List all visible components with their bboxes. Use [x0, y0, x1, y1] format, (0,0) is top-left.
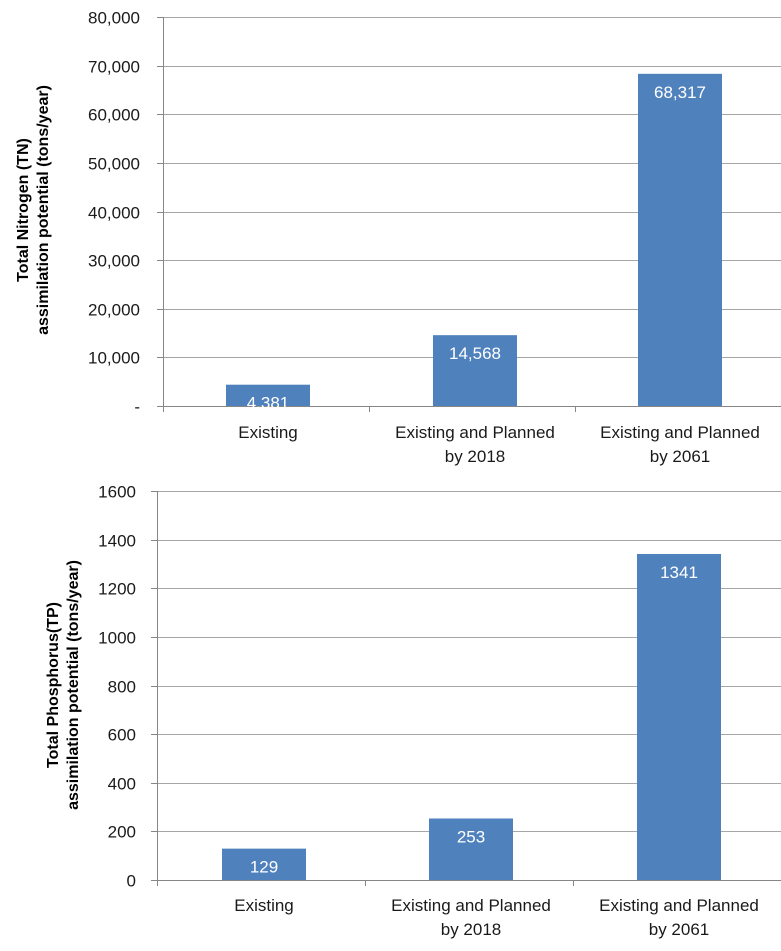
tp-y-tick-label: 1600 — [98, 483, 136, 502]
tp-y-tick-label: 200 — [108, 823, 136, 842]
tp-category-label: Existing and Planned by 2061 — [599, 896, 759, 939]
tp-chart-svg: 0 200 400 600 800 1000 1200 1400 1600 129 253 1341 E… — [45, 483, 781, 939]
tn-y-tick-label: 50,000 — [88, 155, 140, 174]
tn-category-label: Existing and Planned by 2018 — [395, 423, 555, 466]
tp-y-tick-label: 400 — [108, 775, 136, 794]
tn-data-label: 4,381 — [247, 394, 290, 413]
tn-y-tick-label: 30,000 — [88, 252, 140, 271]
tn-chart: - 10,000 20,000 30,000 40,000 50,000 60,000 70,… — [0, 0, 781, 475]
tp-y-tick-label: 1400 — [98, 532, 136, 551]
tn-chart-svg: - 10,000 20,000 30,000 40,000 50,000 60,000 70,… — [15, 9, 781, 466]
tn-y-tick-label: 60,000 — [88, 106, 140, 125]
tn-bar — [433, 335, 517, 406]
tp-category-labels: Existing Existing and Planned by 2018 Exist… — [234, 896, 759, 939]
tn-category-label: Existing and Planned by 2061 — [600, 423, 760, 466]
tn-data-label: 68,317 — [654, 83, 706, 102]
tp-data-label: 1341 — [660, 563, 698, 582]
tn-bar — [226, 384, 310, 406]
tp-data-label: 253 — [457, 827, 485, 846]
tp-y-tick-labels: 0 200 400 600 800 1000 1200 1400 1600 — [98, 483, 136, 891]
tp-data-label: 129 — [250, 858, 278, 877]
tn-y-tick-label: 20,000 — [88, 301, 140, 320]
tn-y-tick-label: 10,000 — [88, 349, 140, 368]
tp-bar — [429, 818, 513, 880]
tp-y-tick-label: 600 — [108, 726, 136, 745]
tp-category-label: Existing and Planned by 2018 — [391, 896, 551, 939]
tn-data-label: 14,568 — [449, 344, 501, 363]
tp-bar — [637, 553, 721, 880]
tn-category-label: Existing — [238, 423, 298, 442]
tp-y-tick-label: 1000 — [98, 629, 136, 648]
tp-y-axis-title: Total Phosphorus(TP) assimilation potenti… — [45, 560, 82, 810]
tp-y-tick-label: 800 — [108, 678, 136, 697]
tp-y-tick-label: 0 — [127, 872, 136, 891]
tp-category-label: Existing — [234, 896, 294, 915]
tp-bars: 129 253 1341 — [222, 553, 721, 880]
tn-y-axis-title: Total Nitrogen (TN) assimilation potentia… — [15, 85, 52, 335]
tp-y-tick-label: 1200 — [98, 580, 136, 599]
tn-y-tick-label: 70,000 — [88, 58, 140, 77]
tn-y-tick-labels: - 10,000 20,000 30,000 40,000 50,000 60,000 70,… — [88, 9, 140, 417]
tn-bars: 4,381 14,568 68,317 — [226, 73, 722, 413]
tn-bar — [638, 73, 722, 406]
tp-bar — [222, 848, 306, 880]
tn-y-tick-label: 40,000 — [88, 204, 140, 223]
tn-y-tick-label: 80,000 — [88, 9, 140, 28]
tp-chart: 0 200 400 600 800 1000 1200 1400 1600 129 253 1341 E… — [0, 475, 781, 951]
tn-y-tick-label: - — [134, 398, 140, 417]
tn-category-labels: Existing Existing and Planned by 2018 Exist… — [238, 423, 760, 466]
